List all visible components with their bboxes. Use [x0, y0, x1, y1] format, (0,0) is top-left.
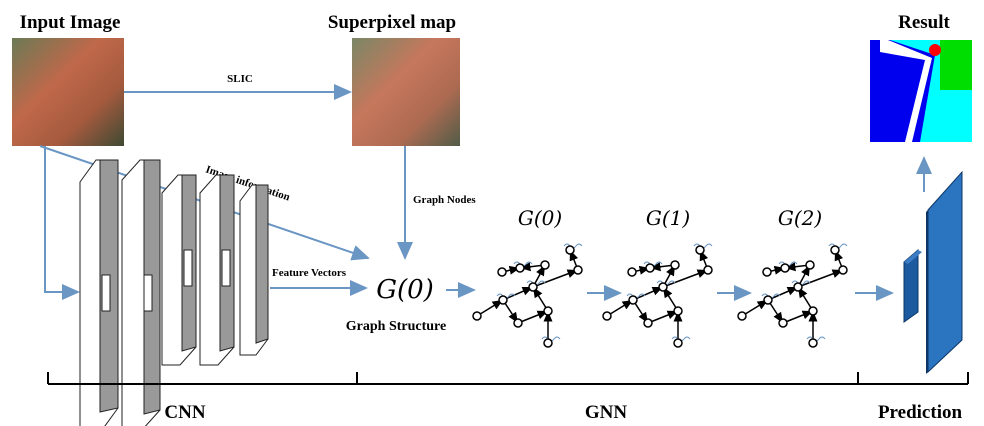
graph-node	[779, 319, 787, 327]
graph-node	[644, 319, 652, 327]
stage-bracket	[48, 372, 968, 384]
superpixel-title: Superpixel map	[328, 12, 456, 33]
graph-node	[499, 296, 507, 304]
edge-label: SLIC	[227, 73, 253, 85]
graph-node	[809, 307, 817, 315]
diagram: Input Image Superpixel map Result SLIC I…	[0, 0, 984, 426]
graph-label: G(0)	[518, 206, 562, 230]
stage-label: CNN	[164, 402, 205, 423]
graph-symbol: G(0)	[376, 275, 434, 305]
graph-node	[566, 246, 574, 254]
edge-label: Graph Nodes	[413, 194, 476, 206]
graph-edge	[518, 311, 548, 323]
cnn-layers	[80, 160, 268, 426]
result-title: Result	[898, 12, 950, 33]
graph-node	[806, 261, 814, 269]
graph-node	[498, 268, 506, 276]
stage-label: Prediction	[878, 402, 963, 423]
graph-node	[544, 307, 552, 315]
result-image	[870, 40, 972, 142]
graph-structure-label: Graph Structure	[346, 319, 446, 334]
edge-label: Feature Vectors	[272, 267, 347, 279]
graph-node	[794, 283, 802, 291]
prediction-blocks	[904, 172, 962, 374]
graph-node	[659, 283, 667, 291]
gnn-graphs: G(0) G(1) G(2)	[473, 206, 847, 347]
graph-label: G(2)	[778, 206, 822, 230]
graph-node	[646, 264, 654, 272]
graph-label: G(1)	[646, 206, 690, 230]
kernel	[102, 275, 110, 311]
graph-node	[628, 268, 636, 276]
graph-node	[603, 312, 611, 320]
graph-node	[704, 266, 712, 274]
graph-node	[764, 296, 772, 304]
graph-node	[781, 264, 789, 272]
graph-node	[514, 319, 522, 327]
stage-label: GNN	[585, 402, 628, 423]
graph-edge	[783, 311, 813, 323]
graph-node	[763, 268, 771, 276]
graph-node	[574, 266, 582, 274]
graph-node	[671, 261, 679, 269]
graph-node	[544, 339, 552, 347]
graph-node	[738, 312, 746, 320]
graph-node	[516, 264, 524, 272]
graph-edge	[798, 270, 843, 287]
graph-node	[473, 312, 481, 320]
graph-node	[839, 266, 847, 274]
graph-node	[541, 261, 549, 269]
arrow	[45, 146, 78, 292]
graph-edge	[648, 311, 678, 323]
kernel	[222, 250, 230, 286]
input-image	[12, 38, 124, 146]
superpixel-image	[352, 38, 460, 146]
input-title: Input Image	[20, 12, 121, 33]
graph-node	[629, 296, 637, 304]
graph-node	[529, 283, 537, 291]
graph-edge	[663, 270, 708, 287]
kernel	[144, 275, 152, 311]
kernel	[184, 250, 192, 286]
graph-node	[831, 246, 839, 254]
graph-node	[809, 339, 817, 347]
graph-node	[696, 246, 704, 254]
graph-edge	[533, 270, 578, 287]
graph-node	[674, 307, 682, 315]
layer-side	[256, 185, 268, 343]
graph-node	[674, 339, 682, 347]
